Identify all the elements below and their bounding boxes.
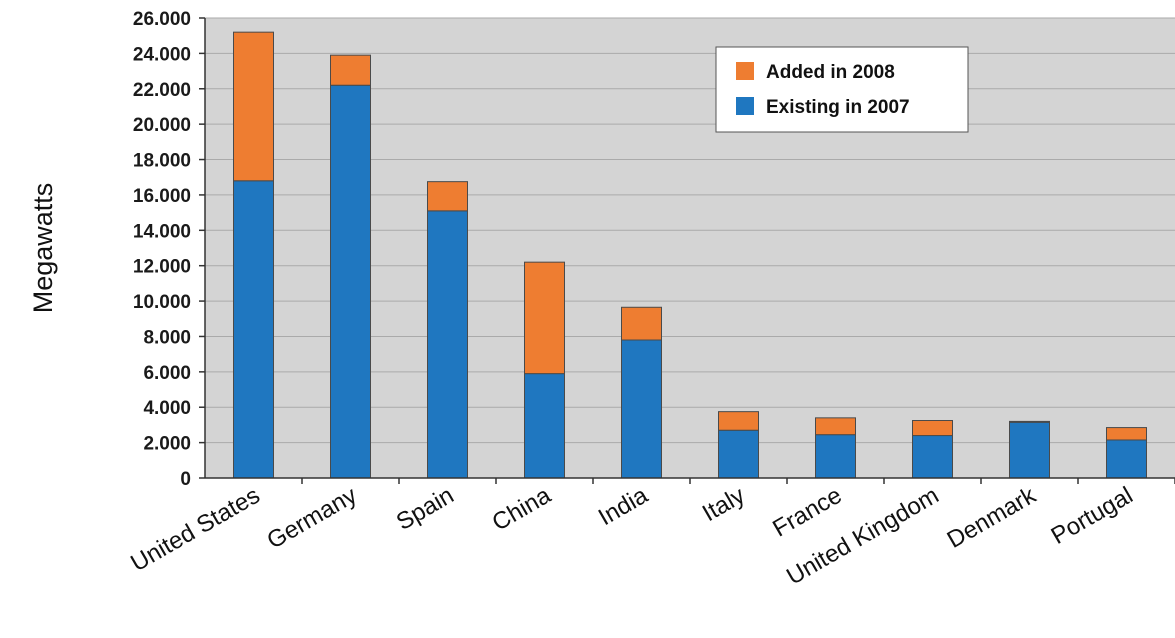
bar-added-2008 — [427, 181, 468, 212]
y-tick-label: 2.000 — [143, 434, 191, 455]
bar-added-2008 — [524, 261, 565, 375]
x-category-label: Spain — [392, 482, 459, 536]
y-axis-ticks: 0 2.000 4.000 6.000 8.000 10.000 12.000 14.000 1… — [133, 9, 205, 490]
y-tick-label: 20.000 — [133, 115, 191, 136]
y-tick-label: 10.000 — [133, 292, 191, 313]
legend-box — [715, 46, 969, 133]
legend-swatch — [736, 62, 754, 80]
bar-added-2008 — [233, 31, 274, 182]
y-tick-label: 8.000 — [143, 327, 191, 348]
y-axis-title: Megawatts — [28, 183, 58, 314]
y-tick-label: 24.000 — [133, 44, 191, 65]
legend-label: Added in 2008 — [766, 62, 895, 83]
x-category-label: Italy — [698, 482, 750, 527]
x-category-label: Germany — [263, 482, 362, 555]
bar-existing-2007 — [621, 339, 662, 479]
bar-existing-2007 — [815, 434, 856, 479]
x-category-label: France — [768, 482, 846, 543]
y-tick-label: 18.000 — [133, 151, 191, 172]
bar-added-2008 — [621, 306, 662, 341]
bars — [233, 31, 1147, 479]
y-tick-label: 0 — [180, 469, 191, 490]
bar-added-2008 — [912, 420, 953, 437]
y-tick-label: 4.000 — [143, 398, 191, 419]
bar-added-2008 — [330, 54, 371, 86]
x-category-label: China — [488, 481, 556, 536]
bar-added-2008 — [1009, 420, 1050, 423]
bar-existing-2007 — [1106, 439, 1147, 479]
x-category-label: India — [594, 481, 653, 531]
y-tick-label: 22.000 — [133, 80, 191, 101]
bar-existing-2007 — [1009, 421, 1050, 479]
y-tick-label: 16.000 — [133, 186, 191, 207]
y-tick-label: 12.000 — [133, 257, 191, 278]
bar-added-2008 — [1106, 427, 1147, 441]
bar-existing-2007 — [330, 84, 371, 479]
bar-existing-2007 — [233, 180, 274, 479]
bar-existing-2007 — [427, 210, 468, 479]
bar-existing-2007 — [524, 373, 565, 479]
legend-swatch — [736, 97, 754, 115]
bar-existing-2007 — [912, 435, 953, 479]
bar-added-2008 — [718, 411, 759, 431]
bar-existing-2007 — [718, 429, 759, 479]
x-category-label: Denmark — [943, 481, 1042, 554]
y-tick-label: 14.000 — [133, 221, 191, 242]
x-category-label: United States — [126, 482, 264, 577]
legend: Added in 2008 Existing in 2007 — [715, 46, 969, 133]
y-tick-label: 6.000 — [143, 363, 191, 384]
x-category-label: Portugal — [1047, 482, 1138, 550]
bar-added-2008 — [815, 417, 856, 436]
legend-label: Existing in 2007 — [766, 97, 910, 118]
y-tick-label: 26.000 — [133, 9, 191, 30]
